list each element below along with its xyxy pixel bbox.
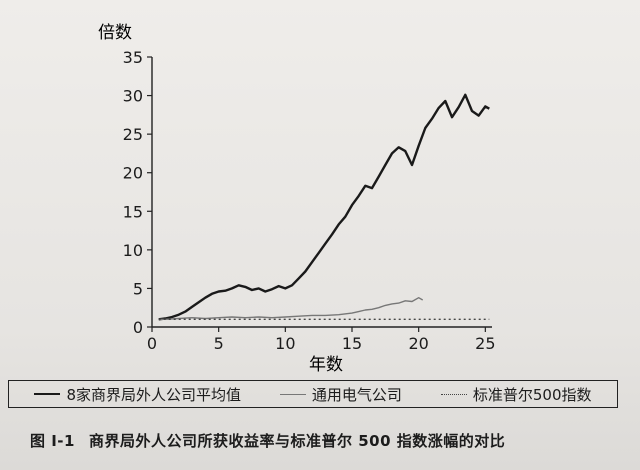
x-tick-label: 10: [275, 334, 295, 353]
x-axis-label: 年数: [309, 355, 343, 375]
y-tick-label: 15: [123, 202, 143, 221]
series-line-average: [158, 93, 490, 321]
line-chart: 0 5 10 15 20 25 30 35 0 5 10 15 20 25 倍数 年数: [98, 23, 496, 375]
legend-label-ge: 通用电气公司: [311, 385, 402, 404]
y-tick-label: 35: [123, 48, 143, 67]
x-tick-label: 20: [408, 334, 428, 353]
y-tick-label: 5: [133, 279, 143, 298]
legend-swatch-solid: [34, 393, 61, 395]
chart-axes: 0 5 10 15 20 25 30 35 0 5 10 15 20 25: [123, 48, 496, 353]
figure-caption-text: 商界局外人公司所获收益率与标准普尔 500 指数涨幅的对比: [88, 432, 506, 450]
series-line-ge: [158, 297, 424, 320]
chart-series: [158, 93, 490, 321]
legend-swatch-gray: [279, 393, 306, 395]
y-tick-label: 0: [133, 318, 143, 337]
legend-item-ge: 通用电气公司: [279, 384, 402, 405]
y-axis-label: 倍数: [98, 23, 132, 43]
legend-swatch-dotted: [440, 393, 467, 395]
y-tick-label: 10: [123, 241, 143, 260]
figure-caption: 图 I-1 商界局外人公司所获收益率与标准普尔 500 指数涨幅的对比: [30, 430, 620, 451]
x-tick-label: 25: [475, 334, 495, 353]
x-tick-label: 5: [214, 334, 224, 353]
y-tick-label: 30: [123, 87, 143, 106]
y-tick-label: 25: [123, 125, 143, 144]
legend-label-average: 8家商界局外人公司平均值: [66, 385, 241, 404]
x-tick-label: 0: [147, 334, 157, 353]
chart-legend: 8家商界局外人公司平均值 通用电气公司 标准普尔500指数: [8, 380, 618, 408]
legend-item-average: 8家商界局外人公司平均值: [34, 384, 241, 405]
x-tick-label: 15: [342, 334, 362, 353]
legend-item-sp500: 标准普尔500指数: [440, 384, 592, 405]
figure-number: 图 I-1: [30, 432, 75, 450]
y-tick-label: 20: [123, 164, 143, 183]
legend-label-sp500: 标准普尔500指数: [472, 385, 592, 404]
